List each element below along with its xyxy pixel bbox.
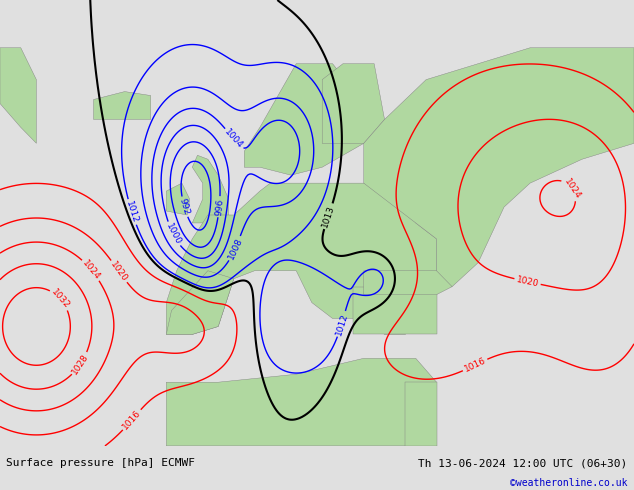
Polygon shape <box>322 64 385 144</box>
Polygon shape <box>244 64 364 175</box>
Polygon shape <box>405 382 437 446</box>
Text: 1012: 1012 <box>334 312 349 336</box>
Text: ©weatheronline.co.uk: ©weatheronline.co.uk <box>510 478 628 488</box>
Polygon shape <box>192 155 229 223</box>
Text: Surface pressure [hPa] ECMWF: Surface pressure [hPa] ECMWF <box>6 458 195 468</box>
Polygon shape <box>0 48 36 144</box>
Text: 1016: 1016 <box>121 408 143 432</box>
Text: 1016: 1016 <box>463 356 488 374</box>
Polygon shape <box>94 92 151 120</box>
Polygon shape <box>353 287 437 334</box>
Text: 996: 996 <box>214 197 224 216</box>
Text: 1008: 1008 <box>226 236 244 261</box>
Polygon shape <box>364 48 634 287</box>
Polygon shape <box>166 270 234 334</box>
Text: 1032: 1032 <box>49 288 72 311</box>
Polygon shape <box>364 270 452 294</box>
Text: 1024: 1024 <box>81 258 102 282</box>
Text: 1000: 1000 <box>164 222 183 246</box>
Text: 1004: 1004 <box>223 127 245 150</box>
Polygon shape <box>166 183 190 215</box>
Text: 1012: 1012 <box>124 200 139 224</box>
Text: 992: 992 <box>178 197 191 216</box>
Text: Th 13-06-2024 12:00 UTC (06+30): Th 13-06-2024 12:00 UTC (06+30) <box>418 458 628 468</box>
Text: 1028: 1028 <box>70 352 91 376</box>
Polygon shape <box>166 358 437 446</box>
Text: 1024: 1024 <box>562 176 582 200</box>
Polygon shape <box>166 183 437 334</box>
Text: 1020: 1020 <box>515 275 540 289</box>
Text: 1020: 1020 <box>108 260 129 283</box>
Text: 1013: 1013 <box>321 204 336 228</box>
